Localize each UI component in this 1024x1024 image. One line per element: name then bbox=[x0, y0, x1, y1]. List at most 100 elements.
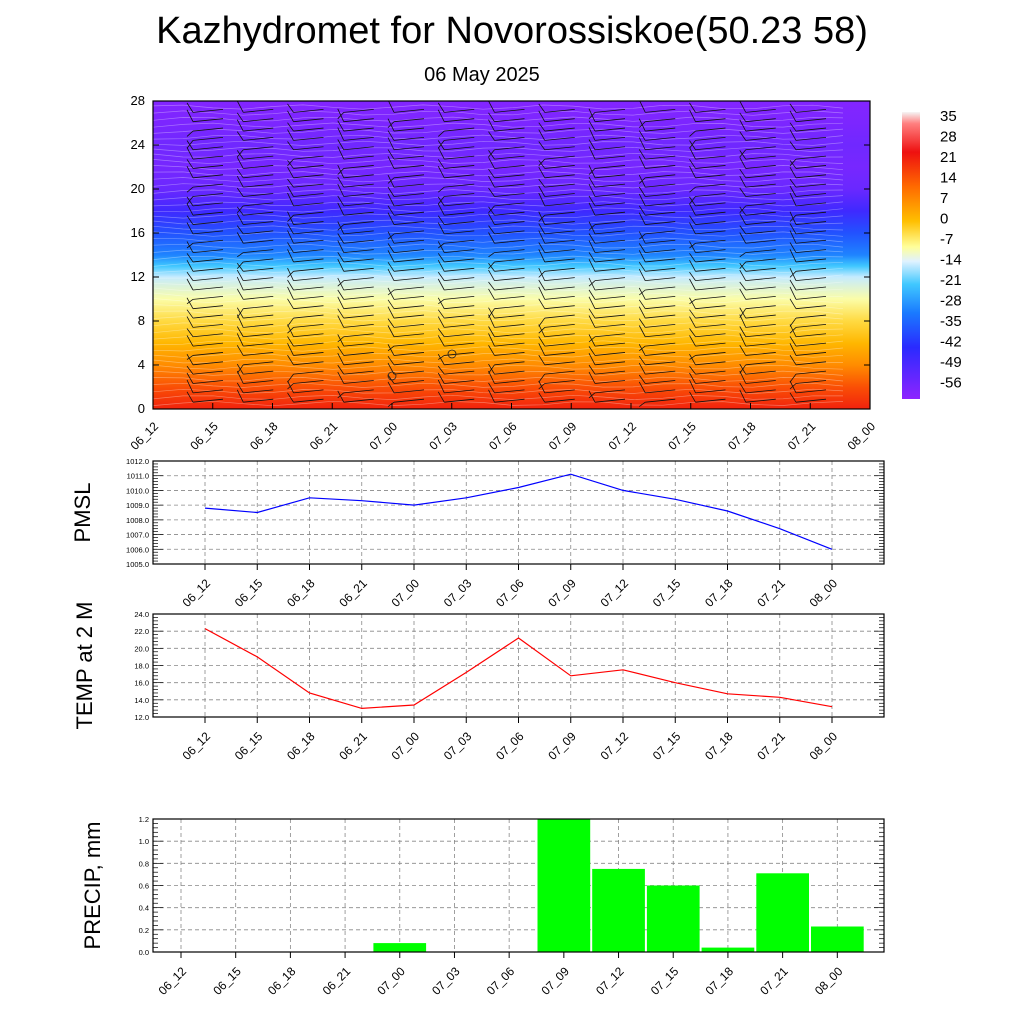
wind-barb bbox=[588, 346, 626, 356]
precip-bar bbox=[701, 947, 755, 952]
wind-barb bbox=[689, 109, 726, 123]
x-tick-label: 06_18 bbox=[265, 964, 299, 998]
y-tick-label: 14.0 bbox=[134, 696, 149, 705]
x-tick-label: 06_15 bbox=[210, 964, 244, 998]
wind-barb bbox=[739, 206, 776, 216]
wind-barb bbox=[739, 202, 776, 214]
wind-barb bbox=[638, 318, 676, 328]
y-tick-label: 1010.0 bbox=[126, 486, 149, 495]
wind-barb bbox=[437, 196, 475, 207]
wind-barb bbox=[236, 187, 274, 197]
wind-barb bbox=[438, 352, 475, 360]
contour-line bbox=[153, 255, 844, 261]
wind-barb bbox=[287, 129, 324, 141]
contour-line bbox=[153, 340, 844, 346]
wind-barb bbox=[739, 361, 776, 374]
wind-barb bbox=[437, 309, 475, 319]
wind-barb bbox=[538, 286, 575, 300]
wind-barb bbox=[437, 379, 475, 394]
wind-barb bbox=[337, 308, 374, 319]
wind-barb bbox=[588, 252, 626, 263]
wind-barb bbox=[186, 140, 224, 151]
wind-barb bbox=[789, 211, 827, 222]
wind-barb bbox=[789, 267, 827, 278]
wind-barb bbox=[186, 253, 224, 263]
wind-barb bbox=[186, 241, 224, 253]
wind-barb bbox=[538, 223, 575, 235]
wind-barb bbox=[488, 281, 525, 291]
colorbar: 35 28 21 14 7 0 -7 -14 -21 -28 -35 -42 -49 -56 bbox=[902, 108, 962, 399]
panel-frame bbox=[152, 818, 885, 953]
precip-bar bbox=[537, 819, 591, 952]
wind-barb bbox=[739, 150, 776, 160]
wind-barb bbox=[689, 352, 726, 360]
wind-barb bbox=[739, 370, 776, 384]
wind-barb bbox=[488, 232, 525, 244]
x-tick-label: 06_18 bbox=[247, 419, 281, 453]
contour-line bbox=[153, 286, 844, 292]
wind-barb bbox=[186, 391, 224, 403]
wind-barb bbox=[287, 167, 324, 179]
x-tick-label: 07_18 bbox=[725, 419, 759, 453]
wind-barb bbox=[287, 223, 324, 235]
wind-barb bbox=[186, 309, 224, 319]
wind-barb bbox=[689, 391, 726, 403]
wind-barb bbox=[638, 374, 676, 384]
y-axis-label: TEMP at 2 M bbox=[72, 602, 97, 730]
wind-barb bbox=[789, 354, 827, 366]
colorbar-label: 14 bbox=[940, 170, 957, 187]
y-tick-label: 4 bbox=[138, 357, 145, 372]
wind-barb bbox=[438, 239, 475, 249]
wind-barb bbox=[689, 203, 726, 216]
x-tick-label: 07_09 bbox=[546, 419, 580, 453]
wind-barb bbox=[387, 137, 425, 151]
wind-barb bbox=[387, 130, 425, 141]
wind-barb bbox=[186, 316, 224, 328]
wind-barb bbox=[287, 279, 324, 291]
x-tick-label: 07_06 bbox=[484, 964, 518, 998]
wind-barb bbox=[437, 260, 475, 272]
wind-barb bbox=[739, 249, 776, 258]
wind-barb bbox=[689, 159, 726, 169]
wind-barb bbox=[689, 379, 726, 394]
wind-barb bbox=[588, 315, 626, 328]
wind-barb bbox=[689, 166, 726, 179]
wind-barb bbox=[287, 380, 324, 394]
wind-barb bbox=[337, 127, 374, 141]
colorbar-label: 0 bbox=[940, 211, 948, 228]
wind-barb bbox=[739, 382, 776, 394]
contour-line bbox=[153, 219, 844, 225]
contour-line bbox=[153, 382, 844, 388]
wind-barb bbox=[739, 262, 776, 272]
wind-barb bbox=[789, 223, 827, 235]
wind-barb bbox=[588, 289, 626, 300]
wind-barb bbox=[437, 328, 475, 338]
x-tick-label: 07_09 bbox=[545, 729, 579, 763]
wind-barb bbox=[337, 108, 374, 120]
contour-line bbox=[153, 376, 844, 382]
wind-barb bbox=[186, 239, 224, 249]
y-tick-label: 1012.0 bbox=[126, 457, 149, 466]
wind-barb bbox=[186, 109, 224, 123]
contour-line bbox=[153, 225, 844, 231]
x-tick-label: 06_15 bbox=[232, 576, 266, 610]
x-tick-label: 06_21 bbox=[336, 576, 370, 610]
calm-wind-marker bbox=[387, 371, 397, 381]
wind-barb bbox=[538, 103, 575, 113]
x-tick-label: 07_03 bbox=[441, 729, 475, 763]
wind-barb bbox=[488, 150, 525, 160]
wind-barb bbox=[387, 118, 425, 128]
wind-barb bbox=[337, 353, 374, 366]
contour-line bbox=[153, 364, 844, 370]
contour-line bbox=[153, 104, 844, 110]
wind-barb bbox=[638, 325, 676, 338]
wind-barb bbox=[337, 202, 374, 216]
wind-barb bbox=[588, 364, 626, 375]
wind-barb bbox=[488, 262, 525, 272]
wind-barb bbox=[588, 390, 626, 403]
wind-barb bbox=[538, 110, 575, 123]
wind-barb bbox=[387, 156, 425, 169]
wind-barb bbox=[287, 354, 324, 366]
wind-barb bbox=[186, 354, 224, 366]
